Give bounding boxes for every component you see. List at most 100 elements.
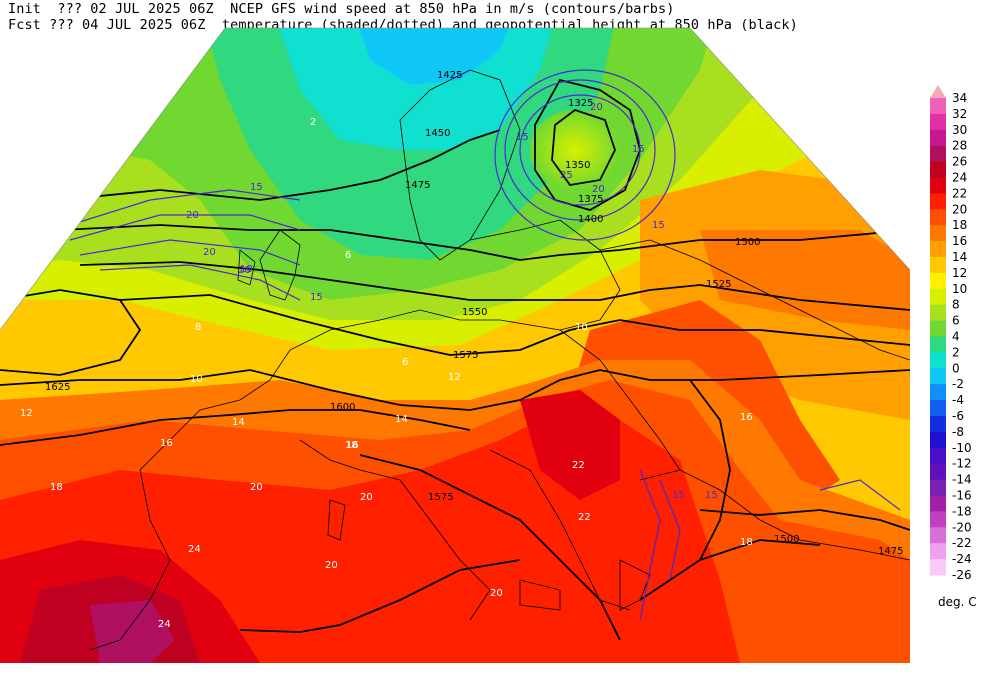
- temp-label: 2: [310, 117, 316, 128]
- wind-label: 20: [238, 265, 251, 276]
- legend-swatch: [930, 272, 946, 290]
- legend-swatch: [930, 209, 946, 226]
- legend-swatch: [930, 241, 946, 258]
- wind-contours: [69, 69, 901, 621]
- temp-label: 18: [345, 440, 358, 451]
- legend-level-label: -6: [952, 409, 964, 423]
- temp-label: 8: [195, 322, 201, 333]
- legend-level-label: -18: [952, 504, 972, 518]
- wind-label: 15: [672, 490, 685, 501]
- legend-level-label: 10: [952, 282, 967, 296]
- legend-swatch: [930, 479, 946, 496]
- legend-level-label: 20: [952, 202, 967, 216]
- legend-swatch: [930, 320, 946, 337]
- legend-level-label: -24: [952, 552, 972, 566]
- temp-label: 16: [740, 412, 753, 423]
- legend-level-label: 14: [952, 250, 967, 264]
- legend-level-label: 8: [952, 298, 960, 312]
- height-label: 1475: [405, 180, 430, 191]
- temp-label: 24: [188, 544, 201, 555]
- legend-swatch: [930, 145, 946, 163]
- temp-label: 18: [740, 537, 753, 548]
- height-label: 1550: [462, 307, 487, 318]
- header-init-line: Init ??? 02 JUL 2025 06Z NCEP GFS wind s…: [8, 1, 675, 17]
- legend-level-label: 28: [952, 139, 967, 153]
- legend-level-label: 2: [952, 345, 960, 359]
- temp-label: 22: [572, 460, 585, 471]
- height-label: 1625: [45, 382, 70, 393]
- wind-label: 15: [652, 220, 665, 231]
- height-label: 1425: [437, 70, 462, 81]
- legend-swatch: [930, 400, 946, 417]
- legend-level-label: -10: [952, 441, 972, 455]
- legend-level-label: -22: [952, 536, 972, 550]
- legend-level-label: 0: [952, 361, 960, 375]
- height-label: 1525: [706, 279, 731, 290]
- wind-label: 20: [590, 102, 603, 113]
- legend-level-label: -2: [952, 377, 964, 391]
- temp-label: 20: [250, 482, 263, 493]
- legend-level-label: 24: [952, 171, 967, 185]
- legend-level-label: 26: [952, 155, 967, 169]
- height-label: 1350: [565, 160, 590, 171]
- legend-level-label: 32: [952, 107, 967, 121]
- temp-label: 14: [395, 414, 408, 425]
- legend-swatches: [930, 85, 946, 576]
- wind-label: 20: [186, 210, 199, 221]
- temp-label: 12: [20, 408, 33, 419]
- temperature-labels: 2 6 8 10 12 14 16 18 20 22 24 6 10 12 14…: [20, 117, 753, 630]
- legend-swatch: [930, 559, 946, 576]
- temp-label: 20: [360, 492, 373, 503]
- temp-label: 6: [345, 250, 351, 261]
- wind-label: 20: [592, 184, 605, 195]
- height-label: 1400: [578, 214, 603, 225]
- legend-swatch: [930, 304, 946, 322]
- legend-level-label: 22: [952, 186, 967, 200]
- height-label: 1575: [428, 492, 453, 503]
- domain-edge: [0, 27, 911, 331]
- legend-swatch: [930, 161, 946, 178]
- legend-swatch: [930, 416, 946, 433]
- legend-swatch: [930, 336, 946, 353]
- temp-label: 20: [325, 560, 338, 571]
- legend-level-label: -20: [952, 520, 972, 534]
- temp-label: 6: [402, 357, 408, 368]
- height-label: 1600: [330, 402, 355, 413]
- wind-label: 20: [203, 247, 216, 258]
- legend-level-label: 6: [952, 314, 960, 328]
- temp-label: 20: [490, 588, 503, 599]
- legend-level-label: -4: [952, 393, 964, 407]
- height-label: 1500: [774, 534, 799, 545]
- height-labels: 1425 1450 1475 1500 1525 1550 1575 1600 …: [45, 70, 903, 557]
- legend-swatch: [930, 352, 946, 369]
- legend-swatch: [930, 225, 946, 242]
- temp-label: 10: [190, 374, 203, 385]
- legend-swatch: [930, 98, 946, 115]
- legend-swatch: [930, 193, 946, 210]
- legend-level-label: -16: [952, 489, 972, 503]
- height-label: 1375: [578, 194, 603, 205]
- legend-level-label: 12: [952, 266, 967, 280]
- legend-level-label: 34: [952, 91, 967, 105]
- legend-level-label: 4: [952, 330, 960, 344]
- height-label: 1475: [878, 546, 903, 557]
- wind-label: 15: [250, 182, 263, 193]
- wind-labels: 15 20 25 20 15 10 15 20 15 15 20 15 20 1…: [186, 102, 718, 501]
- legend-level-label: 18: [952, 218, 967, 232]
- legend-swatch: [930, 257, 946, 274]
- wind-label: 15: [632, 144, 645, 155]
- legend-swatch: [930, 288, 946, 306]
- temp-label: 10: [575, 322, 588, 333]
- legend-swatch: [930, 431, 946, 449]
- temp-label: 14: [232, 417, 245, 428]
- legend-swatch: [930, 543, 946, 560]
- wind-label: 10: [240, 264, 253, 275]
- legend-swatch: [930, 527, 946, 544]
- legend-unit: deg. C: [938, 595, 977, 609]
- temp-label: 18: [50, 482, 63, 493]
- height-label: 1500: [735, 237, 760, 248]
- legend-swatch: [930, 384, 946, 401]
- legend-level-label: -8: [952, 425, 964, 439]
